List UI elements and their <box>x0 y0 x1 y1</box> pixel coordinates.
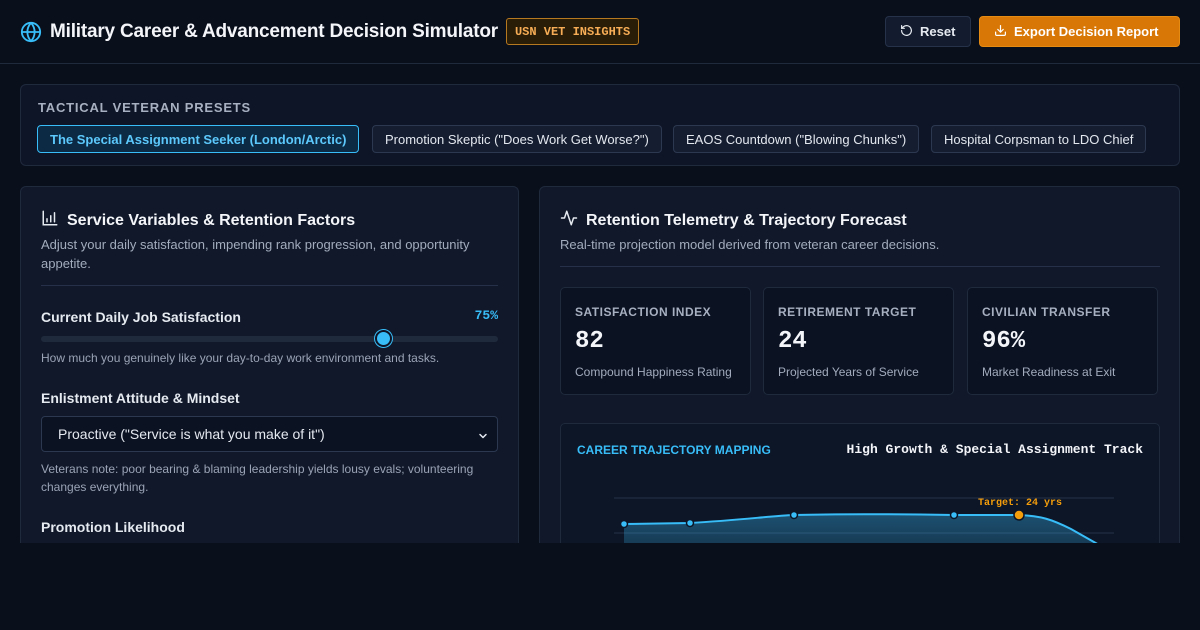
panel-title: Retention Telemetry & Trajectory Forecas… <box>586 211 907 229</box>
stat-label: SATISFACTION INDEX <box>575 305 712 319</box>
trajectory-track-name: High Growth & Special Assignment Track <box>846 442 1143 457</box>
trajectory-line <box>623 513 1102 547</box>
stat-desc: Market Readiness at Exit <box>982 365 1116 379</box>
usn-badge: USN VET INSIGHTS <box>505 18 640 45</box>
stat-value: 82 <box>575 328 604 355</box>
stat-label: CIVILIAN TRANSFER <box>982 305 1111 319</box>
preset-corpsman-ldo[interactable]: Hospital Corpsman to LDO Chief <box>931 125 1147 153</box>
presets-title: TACTICAL VETERAN PRESETS <box>38 100 252 115</box>
satisfaction-slider-thumb[interactable] <box>375 330 393 347</box>
satisfaction-value: 75% <box>474 308 498 323</box>
trajectory-point <box>619 519 629 529</box>
target-point <box>1013 509 1025 521</box>
satisfaction-slider-track[interactable] <box>41 336 498 342</box>
globe-icon <box>20 21 42 43</box>
panel-subtitle: Adjust your daily satisfaction, impendin… <box>41 237 470 271</box>
panel-title: Service Variables & Retention Factors <box>67 211 356 229</box>
panel-header: Service Variables & Retention Factors <box>41 209 355 232</box>
trajectory-point <box>789 510 799 520</box>
export-label: Export Decision Report <box>1014 24 1159 39</box>
promotion-label: Promotion Likelihood <box>41 519 185 535</box>
attitude-selected: Proactive ("Service is what you make of … <box>58 426 325 442</box>
stat-desc: Compound Happiness Rating <box>575 365 732 379</box>
stat-value: 24 <box>778 328 807 355</box>
stat-label: RETIREMENT TARGET <box>778 305 917 319</box>
stat-retirement-target: RETIREMENT TARGET 24 Projected Years of … <box>763 287 954 395</box>
stat-satisfaction-index: SATISFACTION INDEX 82 Compound Happiness… <box>560 287 751 395</box>
divider <box>41 285 498 286</box>
stat-value: 96% <box>982 328 1026 355</box>
satisfaction-hint: How much you genuinely like your day-to-… <box>41 351 440 365</box>
download-icon <box>994 24 1014 40</box>
reset-label: Reset <box>920 24 956 39</box>
trajectory-point <box>685 518 695 528</box>
rotate-ccw-icon <box>900 24 920 40</box>
preset-promotion-skeptic[interactable]: Promotion Skeptic ("Does Work Get Worse?… <box>372 125 662 153</box>
attitude-label: Enlistment Attitude & Mindset <box>41 390 240 406</box>
brand: Military Career & Advancement Decision S… <box>20 18 640 45</box>
preset-eaos-countdown[interactable]: EAOS Countdown ("Blowing Chunks") <box>673 125 920 153</box>
target-label: Target: 24 yrs <box>978 498 1062 509</box>
service-variables-panel: Service Variables & Retention Factors Ad… <box>20 186 519 566</box>
viewport-bottom <box>0 543 1200 630</box>
divider <box>560 266 1160 267</box>
preset-special-assignment[interactable]: The Special Assignment Seeker (London/Ar… <box>37 125 360 153</box>
presets-panel: TACTICAL VETERAN PRESETS The Special Ass… <box>20 84 1180 166</box>
satisfaction-label: Current Daily Job Satisfaction <box>41 309 241 325</box>
attitude-hint: Veterans note: poor bearing & blaming le… <box>41 462 474 494</box>
export-report-button[interactable]: Export Decision Report <box>979 16 1180 47</box>
panel-subtitle: Real-time projection model derived from … <box>560 237 940 252</box>
attitude-select[interactable]: Proactive ("Service is what you make of … <box>41 416 498 452</box>
trajectory-title: CAREER TRAJECTORY MAPPING <box>577 443 771 457</box>
app-header: Military Career & Advancement Decision S… <box>0 0 1200 64</box>
trajectory-point <box>949 510 959 520</box>
activity-icon <box>560 209 578 232</box>
bar-chart-icon <box>41 209 59 232</box>
telemetry-panel: Retention Telemetry & Trajectory Forecas… <box>539 186 1180 566</box>
stat-civilian-transfer: CIVILIAN TRANSFER 96% Market Readiness a… <box>967 287 1158 395</box>
app-title: Military Career & Advancement Decision S… <box>50 20 498 42</box>
stat-desc: Projected Years of Service <box>778 365 919 379</box>
reset-button[interactable]: Reset <box>885 16 971 47</box>
chevron-down-icon <box>477 429 489 445</box>
panel-header: Retention Telemetry & Trajectory Forecas… <box>560 209 907 232</box>
